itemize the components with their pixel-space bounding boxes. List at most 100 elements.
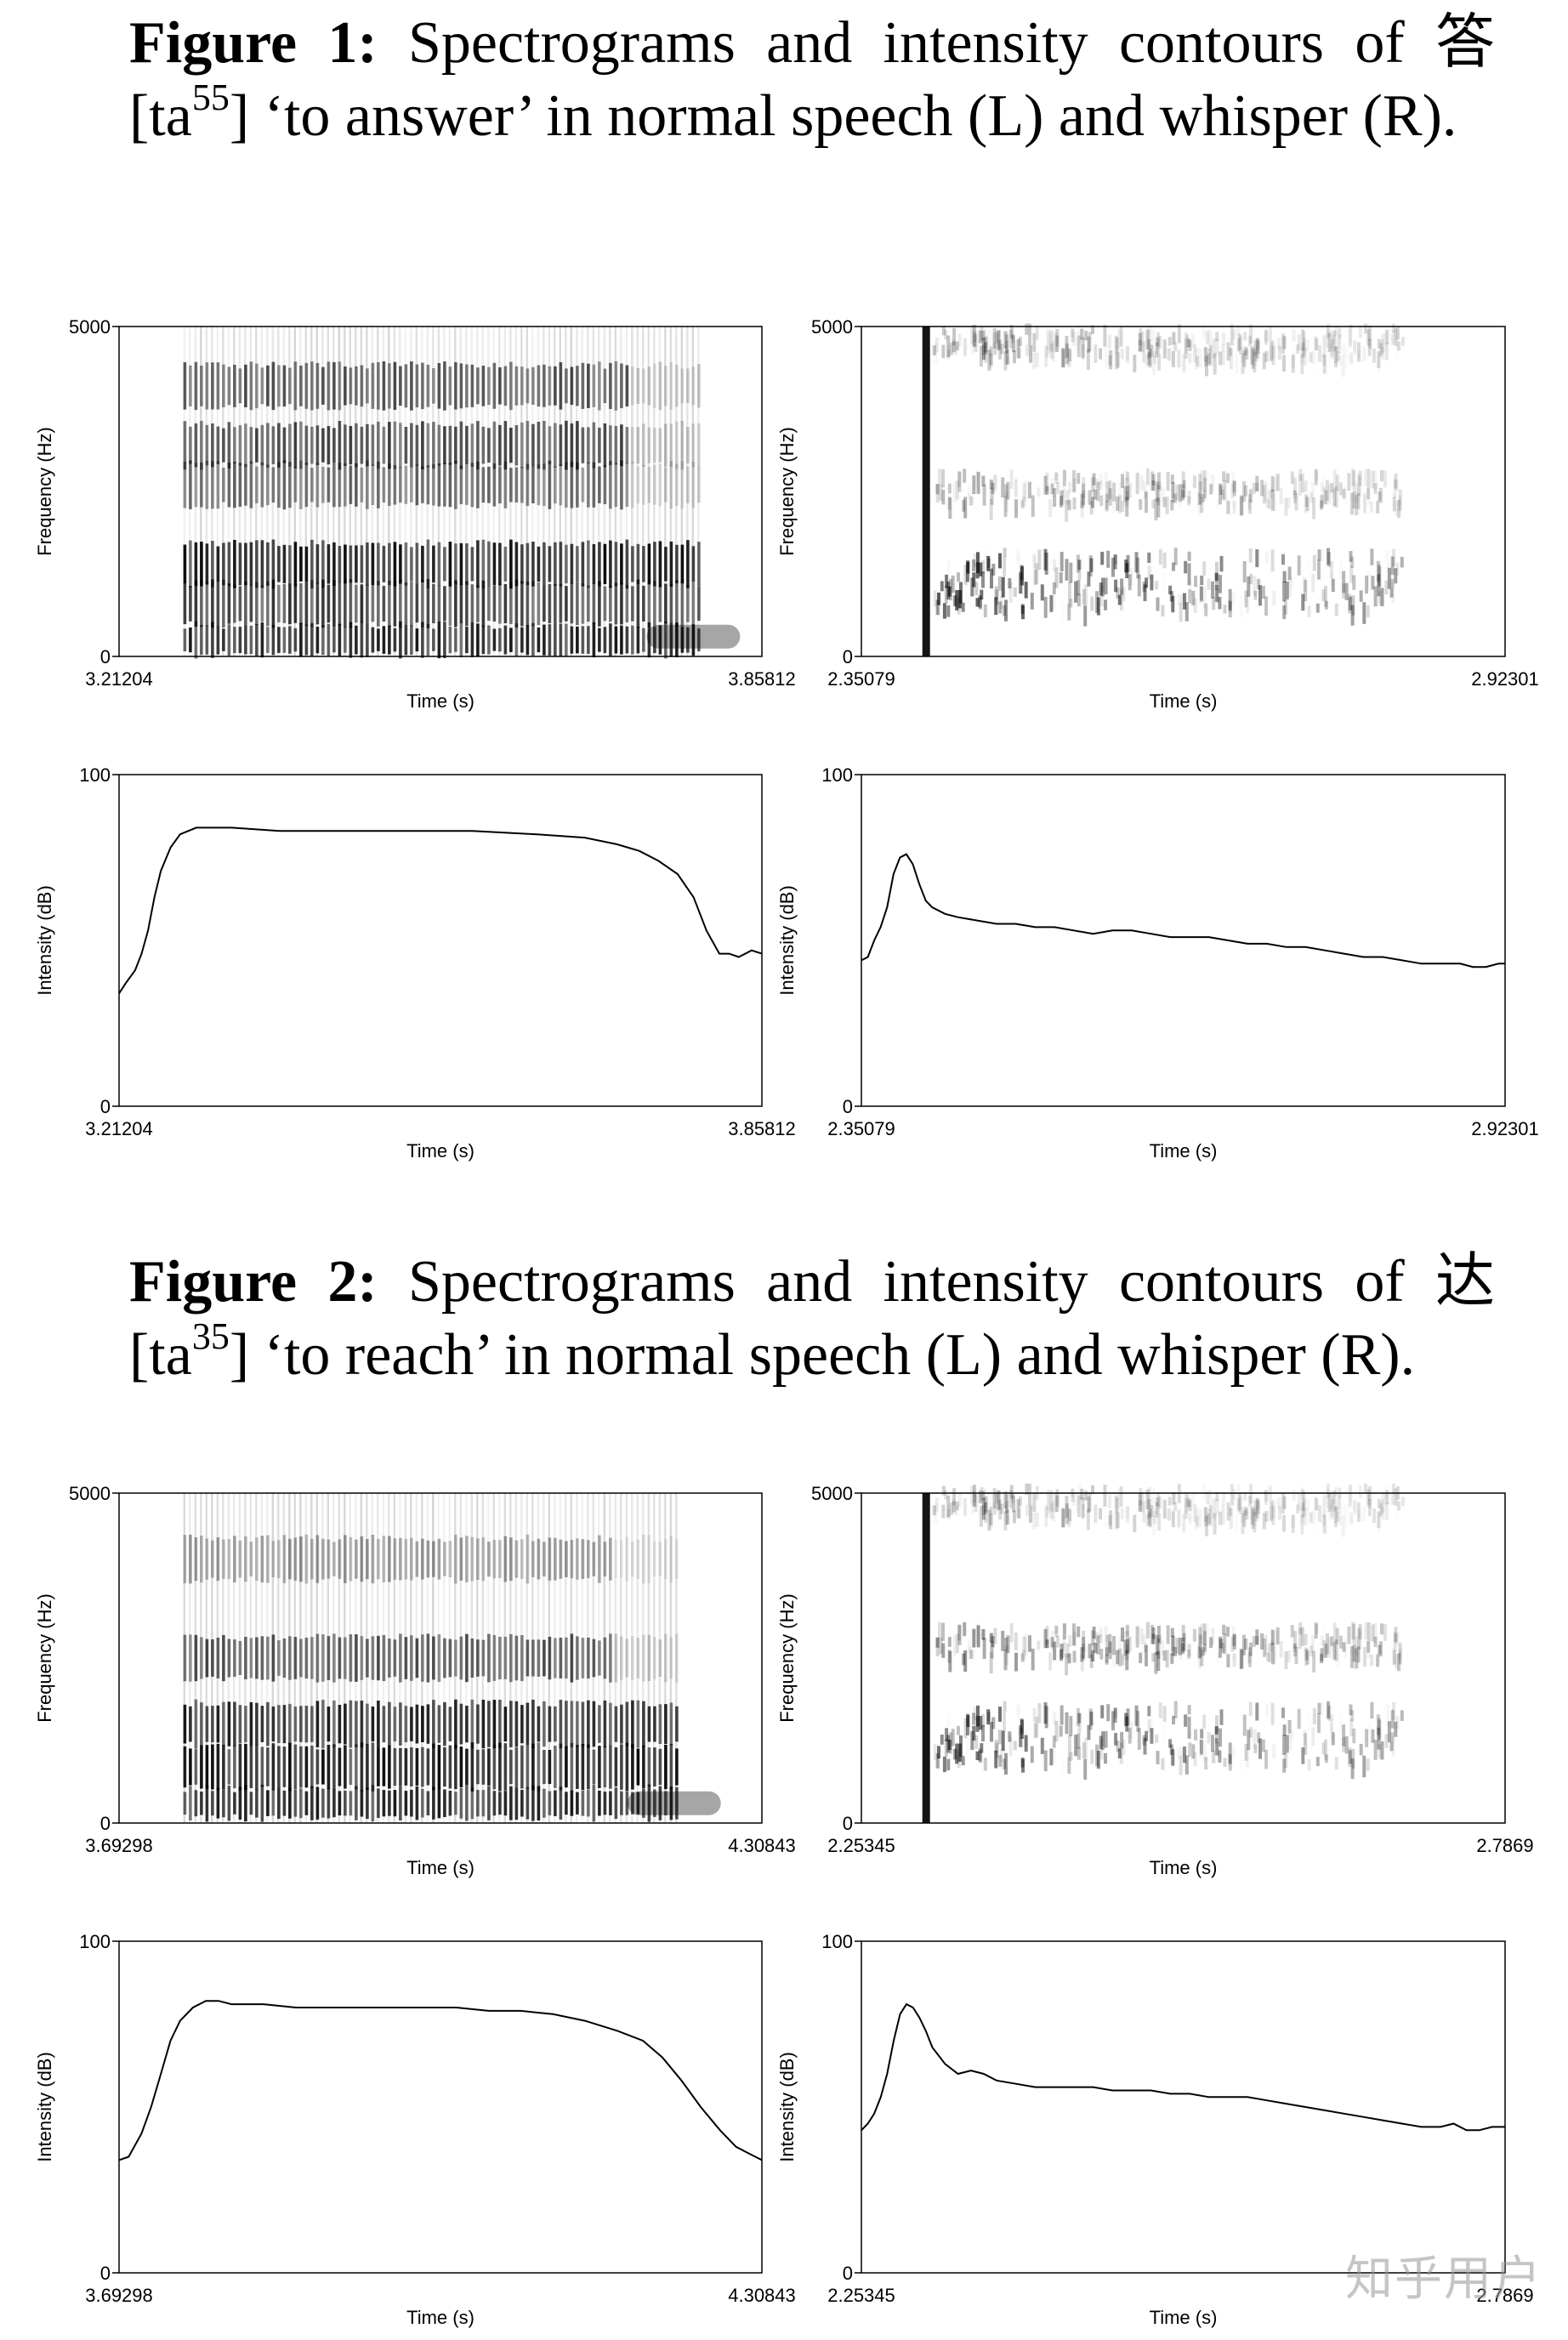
spectrogram-noise — [1138, 332, 1142, 352]
spectrogram-noise — [974, 1735, 979, 1749]
spectrogram-striation — [282, 1535, 287, 1583]
spectrogram-noise — [1054, 567, 1059, 588]
spectrogram-noise — [1202, 1741, 1207, 1762]
spectrogram-noise — [1076, 554, 1080, 573]
spectrogram-striation — [636, 427, 640, 464]
spectrogram-striation — [338, 1747, 342, 1786]
spectrogram-noise — [1266, 1652, 1270, 1661]
spectrogram-noise — [1179, 1747, 1184, 1757]
spectrogram-noise — [1357, 342, 1361, 362]
spectrogram-noise — [983, 1487, 987, 1508]
spectrogram-noise — [1082, 477, 1086, 498]
spectrogram-striation — [437, 424, 441, 466]
spectrogram-noise — [1222, 471, 1226, 481]
spectrogram-striation — [514, 1701, 519, 1747]
spectrogram-noise — [1138, 339, 1142, 352]
spectrogram-striation — [664, 1539, 668, 1579]
spectrogram-noise — [1351, 1622, 1355, 1640]
spectrogram-striation — [388, 1790, 391, 1816]
figure1-label: Figure 1: — [129, 10, 378, 76]
spectrogram-noise — [1249, 1727, 1253, 1738]
spectrogram-noise — [1241, 1513, 1245, 1535]
spectrogram-noise — [1158, 481, 1162, 491]
spectrogram-noise — [1033, 1723, 1037, 1739]
spectrogram-noise — [940, 581, 944, 592]
spectrogram-noise — [1282, 605, 1287, 620]
spectrogram-noise — [1094, 1504, 1098, 1524]
spectrogram-noise — [1352, 1728, 1356, 1744]
spectrogram-striation — [437, 463, 441, 507]
spectrogram-noise — [1123, 479, 1127, 487]
spectrogram-striation — [344, 627, 347, 653]
spectrogram-striation — [587, 427, 590, 463]
spectrogram-column — [543, 327, 545, 656]
spectrogram-noise — [1325, 600, 1328, 610]
spectrogram-column — [227, 327, 230, 656]
spectrogram-striation — [183, 582, 187, 625]
spectrogram-noise — [1358, 470, 1362, 486]
spectrogram-noise — [951, 338, 955, 354]
spectrogram-noise — [1087, 1497, 1091, 1513]
spectrogram-noise — [1114, 1508, 1118, 1530]
spectrogram-noise — [1262, 1513, 1266, 1530]
spectrogram-column — [244, 327, 247, 656]
spectrogram-noise — [1052, 582, 1056, 594]
spectrogram-noise — [1099, 1508, 1103, 1519]
spectrogram-noise — [1219, 1511, 1222, 1525]
spectrogram-striation — [183, 461, 187, 508]
spectrogram-striation — [293, 584, 298, 623]
spectrogram-noise — [1383, 332, 1388, 346]
spectrogram-noise — [982, 1505, 986, 1520]
spectrogram-noise — [1162, 1725, 1165, 1742]
spectrogram-column — [647, 1493, 650, 1823]
spectrogram-noise — [1280, 1497, 1283, 1513]
spectrogram-striation — [653, 1706, 656, 1742]
spectrogram-striation — [393, 421, 397, 469]
spectrogram-noise — [1143, 1643, 1147, 1653]
spectrogram-striation — [465, 1748, 469, 1786]
spectrogram-striation — [310, 622, 314, 657]
spectrogram-noise — [1031, 1648, 1035, 1671]
spectrogram-noise — [1060, 496, 1063, 508]
spectrogram-striation — [355, 584, 358, 623]
spectrogram-noise — [1314, 336, 1317, 350]
spectrogram-column — [492, 327, 495, 656]
spectrogram-noise — [1218, 483, 1222, 505]
spectrogram-striation — [388, 625, 391, 655]
spectrogram-noise — [1257, 578, 1261, 590]
x-tick-label-end: 3.85812 — [728, 1118, 796, 1139]
spectrogram-noise — [1202, 1623, 1207, 1645]
spectrogram-striation — [587, 540, 590, 588]
spectrogram-striation — [647, 427, 651, 463]
spectrogram-striation — [293, 361, 298, 411]
spectrogram-noise — [1338, 1635, 1343, 1649]
spectrogram-striation — [432, 583, 435, 623]
spectrogram-noise — [973, 332, 977, 347]
x-axis-title: Time (s) — [1150, 2307, 1218, 2328]
spectrogram-noise — [968, 1646, 972, 1660]
spectrogram-noise — [1277, 1497, 1281, 1509]
spectrogram-noise — [1168, 585, 1173, 594]
spectrogram-noise — [1292, 1643, 1297, 1652]
spectrogram-striation — [625, 427, 629, 464]
spectrogram-striation — [470, 622, 474, 657]
spectrogram-striation — [565, 1746, 568, 1788]
spectrogram-noise — [1156, 472, 1161, 490]
spectrogram-column — [277, 327, 280, 656]
spectrogram-striation — [543, 1750, 546, 1785]
spectrogram-striation — [255, 363, 258, 409]
spectrogram-noise — [1105, 1654, 1109, 1666]
spectrogram-noise — [1045, 472, 1049, 492]
spectrogram-striation — [216, 1638, 220, 1678]
spectrogram-noise — [1145, 329, 1150, 349]
spectrogram-striation — [288, 367, 292, 405]
spectrogram-noise — [1366, 1641, 1371, 1659]
spectrogram-noise — [972, 324, 976, 347]
spectrogram-noise — [1370, 1701, 1374, 1719]
spectrogram-noise — [1000, 1748, 1003, 1763]
spectrogram-noise — [1211, 1735, 1214, 1752]
spectrogram-noise — [1218, 596, 1222, 610]
spectrogram-noise — [1312, 497, 1316, 520]
spectrogram-noise — [1397, 499, 1401, 518]
